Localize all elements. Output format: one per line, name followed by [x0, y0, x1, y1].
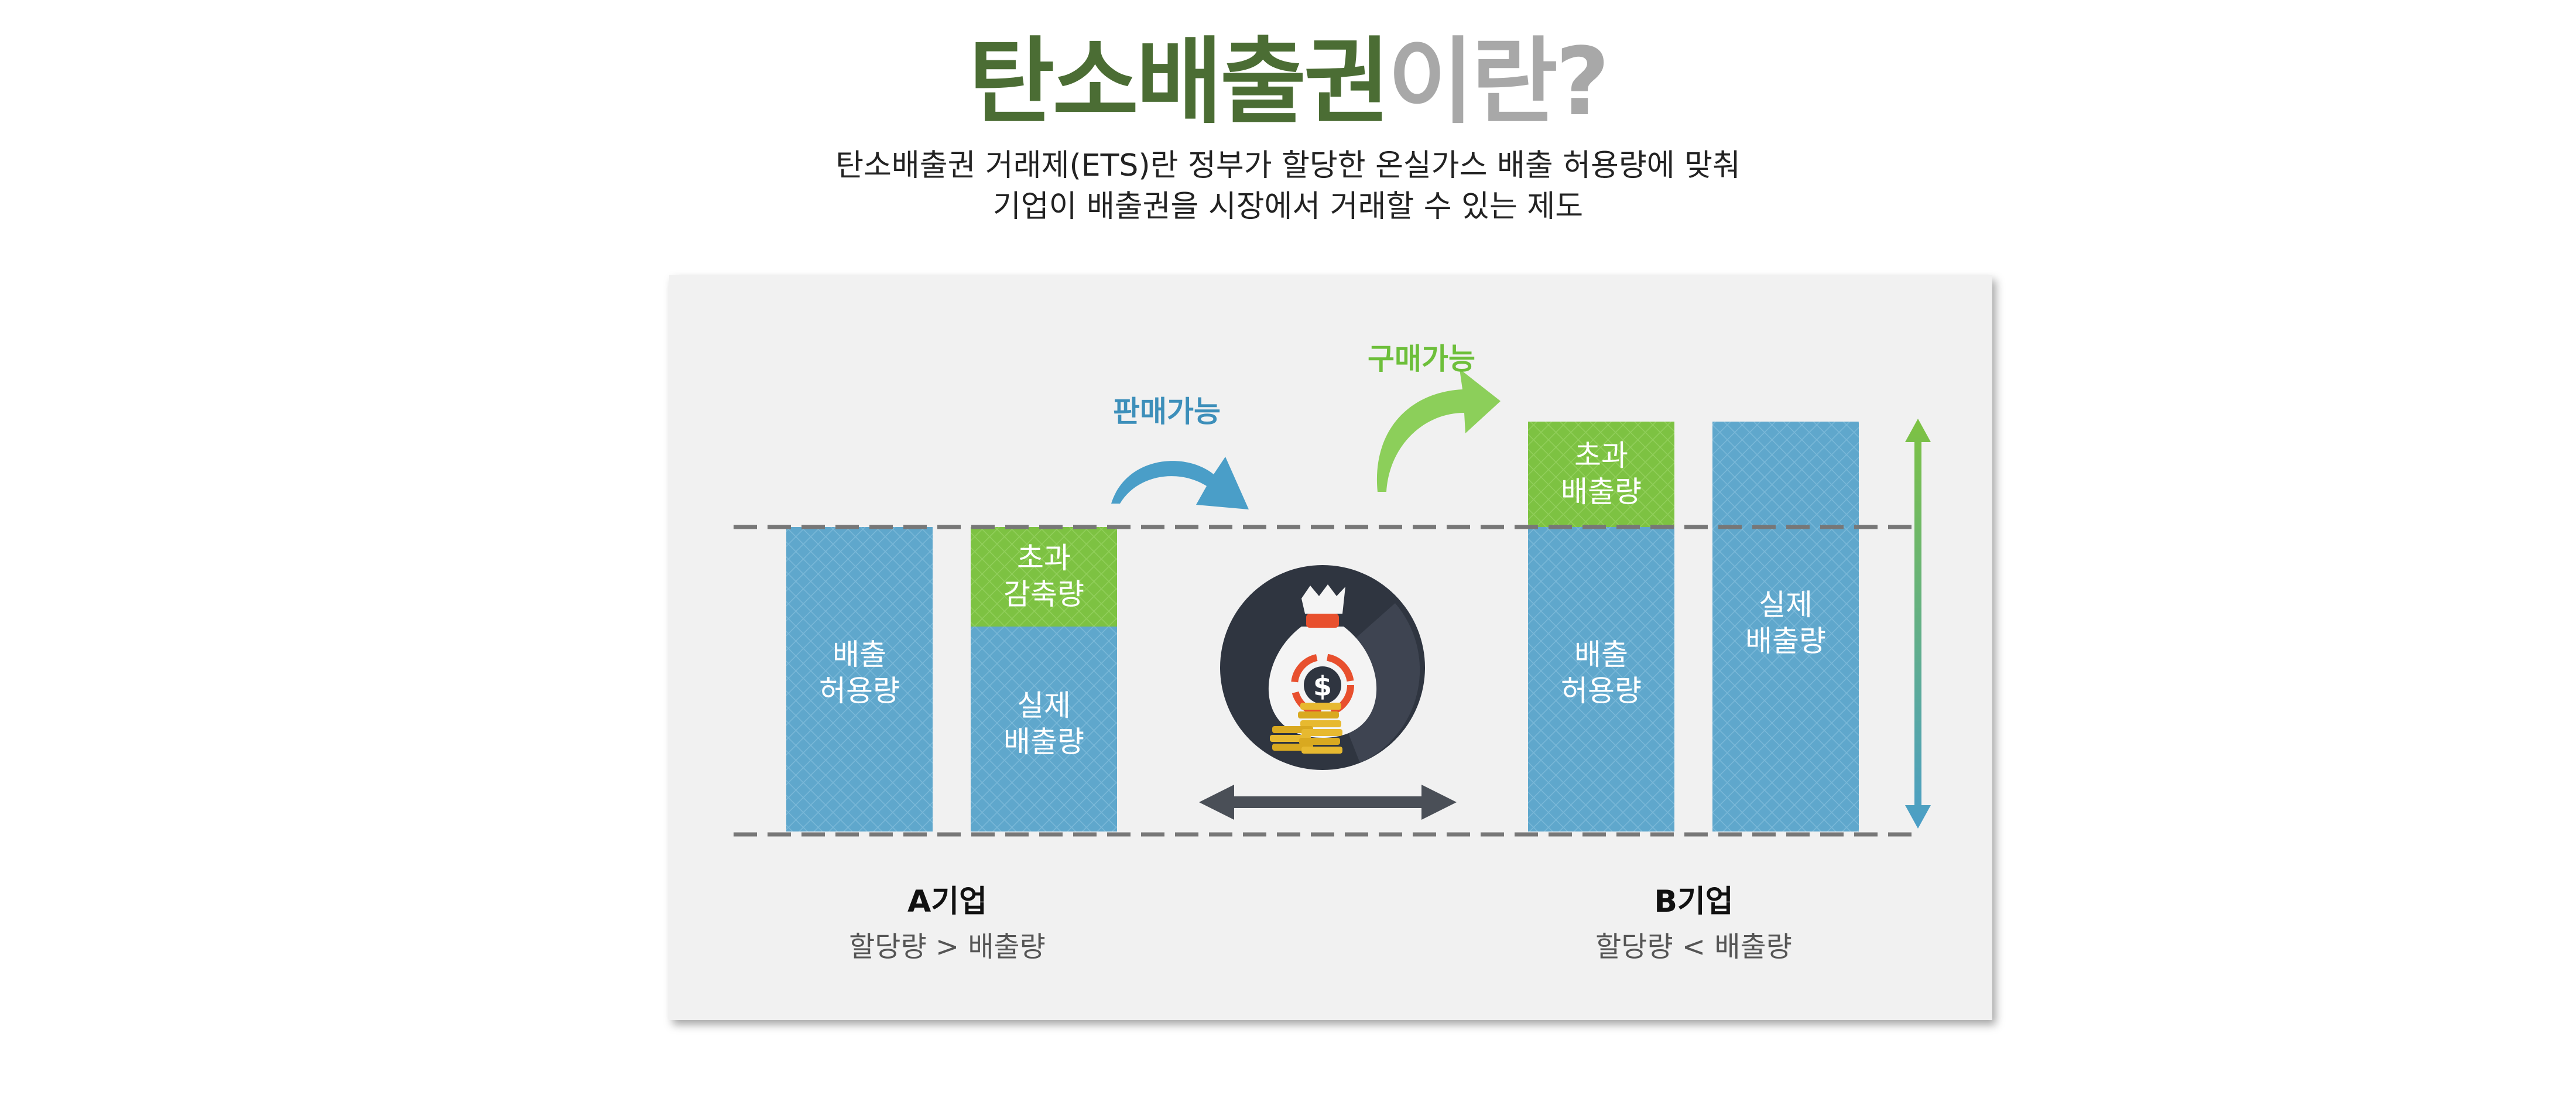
company-a-actual-bar: 실제 배출량	[971, 627, 1117, 831]
title-main: 탄소배출권	[968, 27, 1390, 136]
title-suffix: 이란?	[1388, 27, 1609, 136]
company-b-actual-line1: 실제	[1759, 588, 1813, 622]
company-b-name: B기업	[1654, 884, 1733, 919]
double-arrow-icon	[1199, 785, 1457, 820]
company-b-excess-bar: 초과 배출량	[1528, 422, 1674, 527]
company-a-surplus-line2: 감축량	[1003, 577, 1084, 611]
company-b-allowance-line1: 배출	[1574, 638, 1628, 672]
sell-label: 판매가능	[1113, 395, 1221, 429]
page-title: 탄소배출권이란?	[0, 23, 2576, 141]
sell-arrow-icon	[1111, 457, 1249, 509]
company-a-allowance-line2: 허용량	[819, 674, 900, 708]
company-b-relation: 할당량 < 배출량	[1595, 930, 1792, 963]
company-a-actual-line2: 배출량	[1003, 725, 1084, 759]
company-a-surplus-bar: 초과 감축량	[971, 527, 1117, 627]
buy-arrow-icon	[1376, 369, 1501, 492]
company-a-surplus-line1: 초과	[1017, 541, 1071, 575]
company-a-allowance-bar: 배출 허용량	[786, 527, 933, 831]
company-b-allowance-bar: 배출 허용량	[1528, 527, 1674, 831]
company-b-actual-bar: 실제 배출량	[1712, 422, 1859, 831]
description-line-2: 기업이 배출권을 시장에서 거래할 수 있는 제도	[992, 189, 1584, 224]
company-b-allowance-line2: 허용량	[1561, 674, 1642, 708]
ets-diagram-panel: 배출 허용량 초과 감축량 실제 배출량 초과 배출량 배출 허용량 실제	[669, 275, 1992, 1020]
company-a-relation: 할당량 > 배출량	[849, 930, 1046, 963]
svg-text:$: $	[1313, 670, 1332, 702]
company-b-excess-line2: 배출량	[1561, 475, 1642, 509]
company-a-actual-line1: 실제	[1017, 689, 1071, 723]
company-a-name: A기업	[907, 884, 987, 919]
vertical-double-arrow-icon	[1905, 419, 1931, 829]
company-b-actual-line2: 배출량	[1745, 624, 1826, 658]
ets-diagram: 배출 허용량 초과 감축량 실제 배출량 초과 배출량 배출 허용량 실제	[734, 342, 1931, 963]
money-bag-icon: $	[1220, 565, 1425, 770]
company-a-allowance-line1: 배출	[833, 638, 886, 672]
buy-label: 구매가능	[1368, 342, 1475, 376]
coin-stack-icon	[1270, 703, 1342, 754]
company-b-excess-line1: 초과	[1574, 439, 1628, 473]
description-line-1: 탄소배출권 거래제(ETS)란 정부가 할당한 온실가스 배출 허용량에 맞춰	[835, 148, 1741, 183]
